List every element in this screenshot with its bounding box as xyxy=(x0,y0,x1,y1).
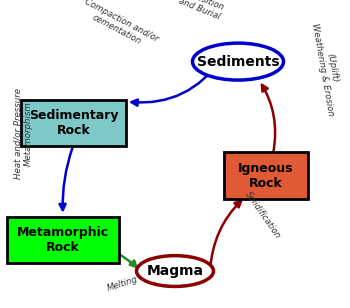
FancyBboxPatch shape xyxy=(21,100,126,146)
FancyBboxPatch shape xyxy=(7,217,119,263)
Text: Heat and/or Pressure
Metamorphism: Heat and/or Pressure Metamorphism xyxy=(13,88,33,179)
Text: Igneous
Rock: Igneous Rock xyxy=(238,162,294,189)
Ellipse shape xyxy=(193,43,284,80)
Text: Sedimentary
Rock: Sedimentary Rock xyxy=(29,109,118,137)
Ellipse shape xyxy=(136,256,214,286)
Text: Melting: Melting xyxy=(106,274,139,293)
Text: Solidification: Solidification xyxy=(243,190,282,240)
Text: Deposition
and Burial: Deposition and Burial xyxy=(176,0,226,22)
Text: (Uplift)
Weathering & Erosion: (Uplift) Weathering & Erosion xyxy=(309,21,345,117)
Text: Metamorphic
Rock: Metamorphic Rock xyxy=(17,226,109,254)
Text: Compaction and/or
cementation: Compaction and/or cementation xyxy=(78,0,160,52)
Text: Sediments: Sediments xyxy=(197,55,279,69)
Text: Magma: Magma xyxy=(147,264,203,278)
FancyBboxPatch shape xyxy=(224,152,308,199)
